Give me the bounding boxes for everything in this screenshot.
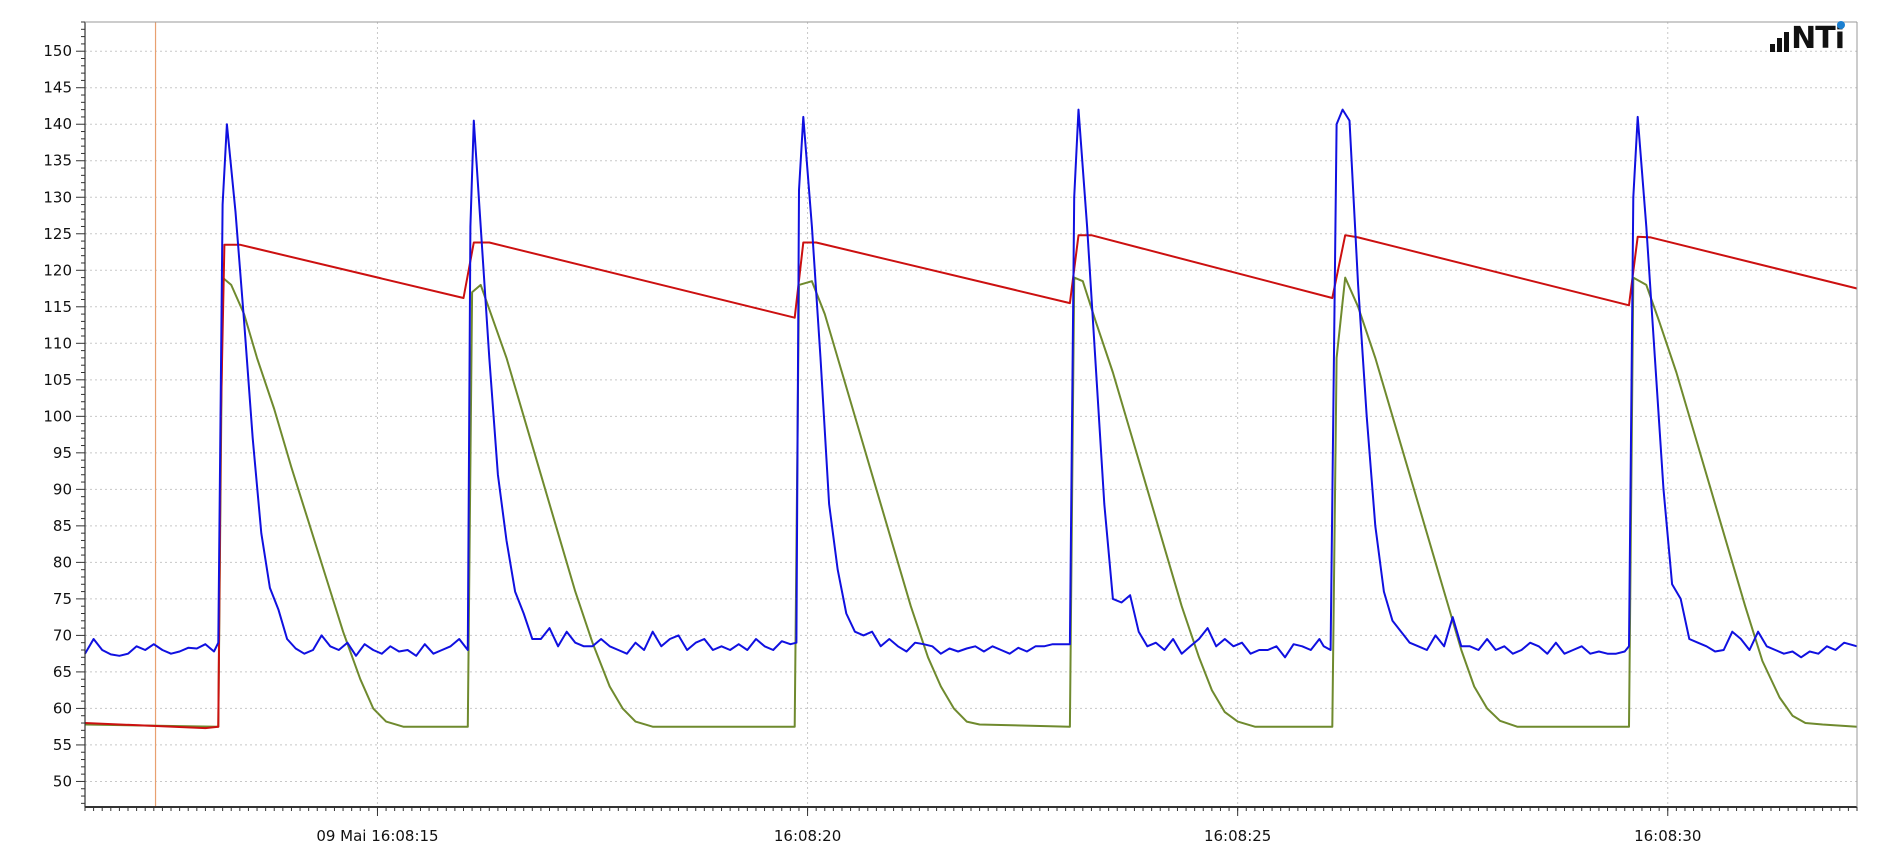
y-tick-label: 105 [43,371,72,389]
y-tick-label: 120 [43,261,72,279]
logo-dot-icon [1837,21,1845,29]
y-tick-label: 65 [53,663,72,681]
y-axis: 50 55 60 65 70 75 80 85 90 95 100 105 110 115 120 125 13… [43,21,85,804]
y-tick-label: 100 [43,407,72,425]
y-tick-label: 150 [43,42,72,60]
y-tick-label: 95 [53,444,72,462]
logo-text: NTi [1791,21,1845,56]
x-tick-label: 16:08:20 [774,827,841,845]
plot-frame [84,21,1858,808]
x-tick-label: 16:08:30 [1634,827,1701,845]
y-tick-label: 145 [43,79,72,97]
x-tick-label: 09 Mai 16:08:15 [316,827,438,845]
y-tick-label: 125 [43,225,72,243]
x-axis: 09 Mai 16:08:15 16:08:20 16:08:25 16:08:30 [84,807,1858,845]
grid [85,22,1857,807]
x-tick-label: 16:08:25 [1204,827,1271,845]
logo-bars-icon [1770,32,1790,52]
plot-background [85,22,1857,807]
y-tick-label: 60 [53,699,72,717]
y-tick-label: 110 [43,334,72,352]
y-tick-label: 75 [53,590,72,608]
y-tick-label: 85 [53,517,72,535]
y-tick-label: 115 [43,298,72,316]
series-line-blue [84,108,1858,659]
y-tick-label: 135 [43,152,72,170]
y-tick-label: 70 [53,626,72,644]
series-group [84,108,1858,730]
y-tick-label: 90 [53,480,72,498]
y-tick-label: 80 [53,553,72,571]
series-line-red [84,234,1858,730]
y-tick-label: 140 [43,115,72,133]
y-tick-label: 50 [53,772,72,790]
nti-logo: NTi [1770,21,1845,56]
y-tick-label: 130 [43,188,72,206]
series-line-olive [84,276,1858,728]
y-tick-label: 55 [53,736,72,754]
